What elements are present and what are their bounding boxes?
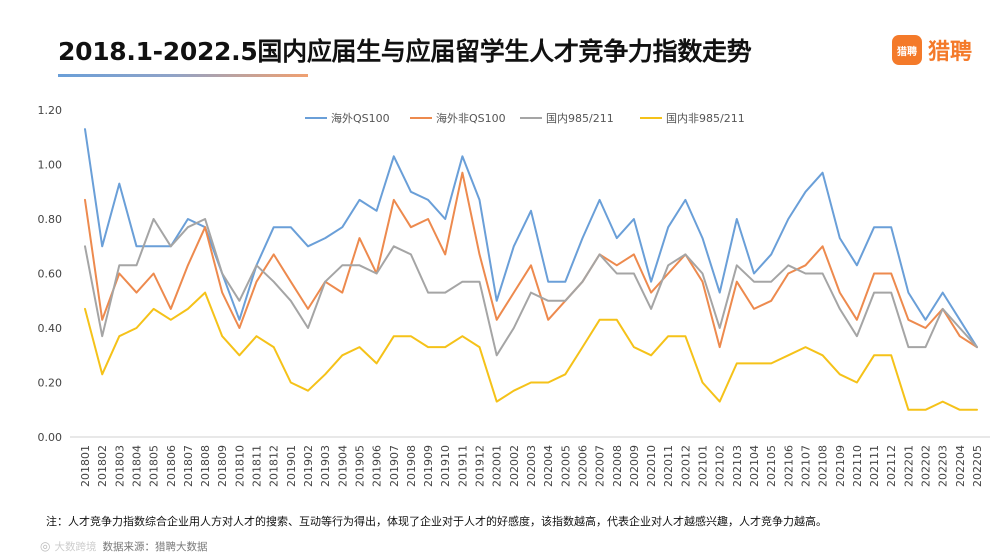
x-tick-label: 201902 <box>302 445 315 487</box>
x-tick-label: 202011 <box>662 445 675 487</box>
x-tick-label: 201908 <box>405 445 418 487</box>
chart-note: 注：人才竞争力指数综合企业用人方对人才的搜索、互动等行为得出，体现了企业对于人才… <box>46 515 827 528</box>
x-tick-label: 201809 <box>216 445 229 487</box>
watermark-icon: ◎ <box>40 539 51 553</box>
x-tick-label: 201803 <box>113 445 126 487</box>
series-line-0 <box>84 128 978 349</box>
x-tick-label: 202009 <box>628 445 641 487</box>
source-text: 数据来源：猎聘大数据 <box>102 541 208 553</box>
x-tick-label: 201811 <box>251 445 264 487</box>
x-tick-label: 202007 <box>594 445 607 487</box>
brand-logo: 猎聘 猎聘 <box>892 34 972 66</box>
y-tick-label: 0.40 <box>38 322 63 335</box>
legend-label: 国内非985/211 <box>666 111 745 125</box>
y-tick-label: 0.80 <box>38 213 63 226</box>
legend-label: 海外非QS100 <box>436 111 506 125</box>
line-chart: 0.00 0.20 0.40 0.60 0.80 1.00 1.20 201801 201802… <box>38 104 990 487</box>
x-tick-label: 202010 <box>645 445 658 487</box>
x-tick-label: 201808 <box>199 445 212 487</box>
y-tick-label: 1.20 <box>38 104 63 117</box>
x-tick-label: 202109 <box>834 445 847 487</box>
x-tick-label: 201903 <box>319 445 332 487</box>
y-tick-label: 0.60 <box>38 268 63 281</box>
x-tick-label: 201905 <box>353 445 366 487</box>
x-tick-label: 201801 <box>79 445 92 487</box>
x-tick-label: 202001 <box>491 445 504 487</box>
x-tick-label: 201912 <box>474 445 487 487</box>
series-line-3 <box>84 291 978 411</box>
x-tick-label: 202105 <box>765 445 778 487</box>
page-title: 2018.1-2022.5国内应届生与应届留学生人才竞争力指数走势 <box>58 37 752 66</box>
x-tick-label: 201909 <box>422 445 435 487</box>
x-tick-label: 202008 <box>611 445 624 487</box>
x-tick-label: 202202 <box>920 445 933 487</box>
series-line-2 <box>84 218 978 357</box>
x-tick-label: 201810 <box>233 445 246 487</box>
y-tick-label: 1.00 <box>38 159 63 172</box>
watermark-text: 大数跨境 <box>54 541 97 553</box>
x-tick-label: 202102 <box>714 445 727 487</box>
x-tick-label: 201805 <box>148 445 161 487</box>
legend-label: 国内985/211 <box>546 111 614 125</box>
x-tick-label: 202004 <box>542 445 555 487</box>
x-tick-label: 202108 <box>817 445 830 487</box>
x-tick-label: 201901 <box>285 445 298 487</box>
x-tick-label: 201812 <box>268 445 281 487</box>
x-tick-label: 202002 <box>508 445 521 487</box>
x-tick-label: 202012 <box>679 445 692 487</box>
x-tick-label: 201804 <box>130 445 143 487</box>
x-tick-label: 202101 <box>697 445 710 487</box>
data-source: ◎ 大数跨境 数据来源：猎聘大数据 <box>40 539 207 554</box>
legend-label: 海外QS100 <box>331 111 390 125</box>
x-tick-label: 201802 <box>96 445 109 487</box>
x-tick-label: 202107 <box>799 445 812 487</box>
x-tick-label: 202205 <box>971 445 984 487</box>
x-tick-label: 202204 <box>954 445 967 487</box>
x-tick-label: 202005 <box>559 445 572 487</box>
x-tick-label: 201904 <box>336 445 349 487</box>
x-tick-label: 202112 <box>885 445 898 487</box>
title-underline <box>58 74 308 77</box>
brand-icon: 猎聘 <box>892 35 922 65</box>
x-tick-label: 202104 <box>748 445 761 487</box>
x-tick-label: 201911 <box>456 445 469 487</box>
x-tick-label: 201907 <box>388 445 401 487</box>
x-tick-label: 201807 <box>182 445 195 487</box>
x-tick-label: 202003 <box>525 445 538 487</box>
x-tick-label: 202110 <box>851 445 864 487</box>
x-tick-label: 201806 <box>165 445 178 487</box>
x-tick-label: 202111 <box>868 445 881 487</box>
series-line-1 <box>84 171 978 349</box>
x-tick-label: 201910 <box>439 445 452 487</box>
x-tick-label: 202006 <box>576 445 589 487</box>
x-tick-label: 202203 <box>937 445 950 487</box>
y-tick-label: 0.00 <box>38 431 63 444</box>
x-tick-label: 202201 <box>902 445 915 487</box>
x-tick-label: 201906 <box>371 445 384 487</box>
brand-name: 猎聘 <box>928 40 973 65</box>
x-tick-label: 202106 <box>782 445 795 487</box>
y-tick-label: 0.20 <box>38 377 63 390</box>
x-tick-label: 202103 <box>731 445 744 487</box>
